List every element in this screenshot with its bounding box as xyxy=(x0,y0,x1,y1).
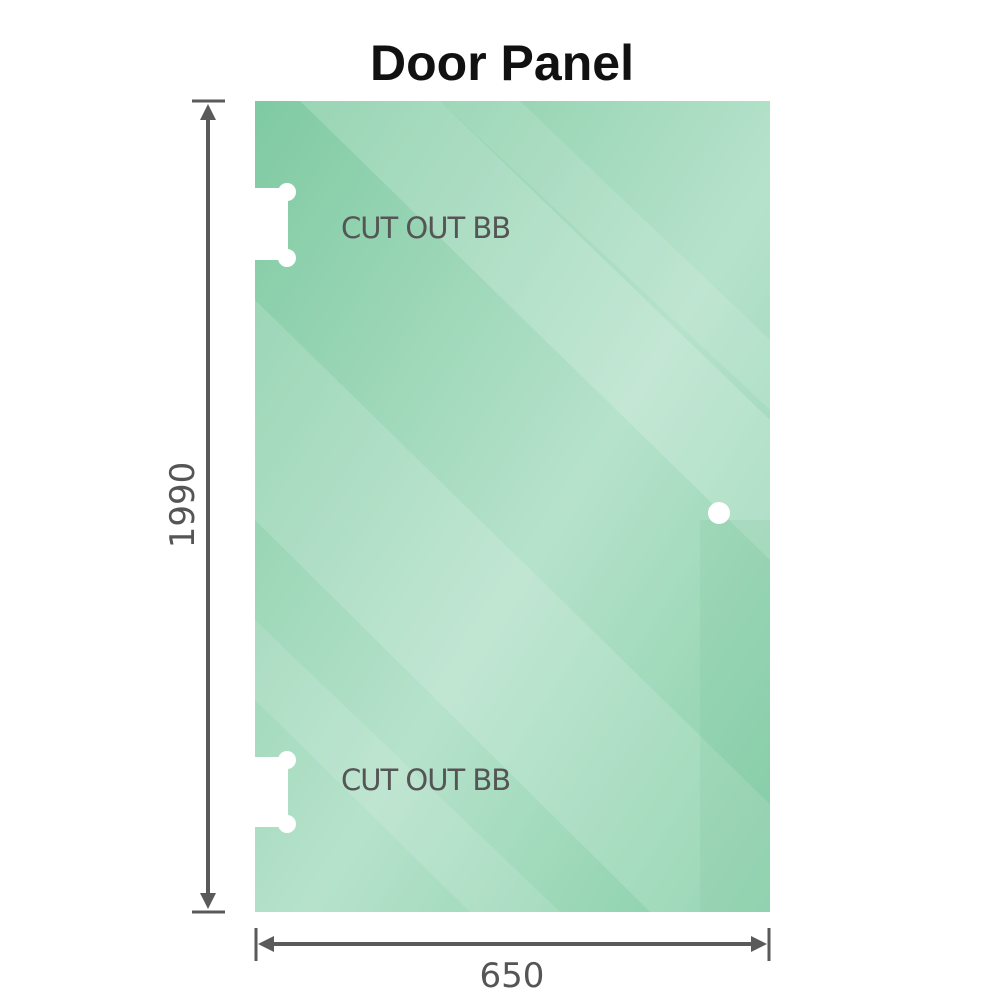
glass-panel xyxy=(250,101,770,912)
cutout-bottom xyxy=(250,751,296,833)
height-dimension xyxy=(192,99,225,914)
diagram-title: Door Panel xyxy=(370,35,634,91)
width-label: 650 xyxy=(480,956,545,996)
handle-hole xyxy=(708,502,730,524)
cutout-label-bottom: CUT OUT BB xyxy=(341,763,510,797)
cutout-top xyxy=(250,183,296,267)
glass-reflections xyxy=(255,101,770,912)
width-dimension xyxy=(254,928,771,961)
cutout-label-top: CUT OUT BB xyxy=(341,211,510,245)
height-label: 1990 xyxy=(163,462,203,549)
